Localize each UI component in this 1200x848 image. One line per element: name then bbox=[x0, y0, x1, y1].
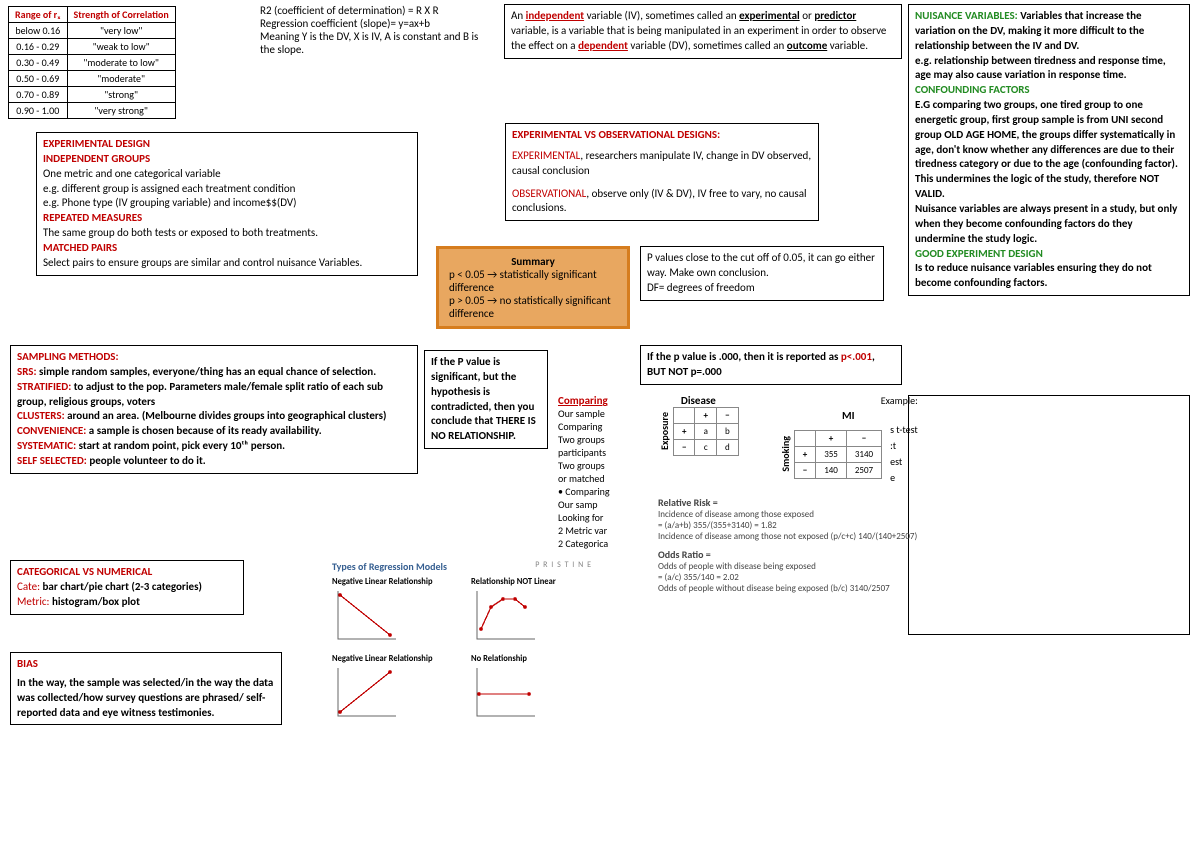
pval-note-box: P values close to the cut off of 0.05, i… bbox=[640, 246, 884, 301]
summary-box: Summary p < 0.05 → statistically signifi… bbox=[436, 246, 630, 329]
reg-models: Types of Regression Models P R I S T I N… bbox=[332, 560, 592, 725]
bias-box: BIAS In the way, the sample was selected… bbox=[10, 652, 282, 725]
compare-region: Comparing Our sampleComparingTwo groupsp… bbox=[558, 394, 998, 594]
sampling-box: SAMPLING METHODS: SRS: simple random sam… bbox=[10, 345, 418, 474]
correlation-table-wrap: Range of rₓ Strength of Correlation belo… bbox=[8, 6, 176, 119]
nuisance-box: NUISANCE VARIABLES: Variables that incre… bbox=[908, 4, 1190, 296]
exp-design-box: EXPERIMENTAL DESIGN INDEPENDENT GROUPS O… bbox=[36, 132, 418, 276]
r2-line2: Regression coefficient (slope)= y=ax+b bbox=[260, 17, 490, 30]
plot-neg bbox=[332, 587, 402, 645]
iv-term: independent bbox=[526, 9, 584, 22]
p-report-box: If the p value is .000, then it is repor… bbox=[640, 345, 902, 385]
exp-vs-obs-box: EXPERIMENTAL VS OBSERVATIONAL DESIGNS: E… bbox=[505, 123, 819, 221]
p-sig-box: If the P value is significant, but the h… bbox=[424, 350, 548, 449]
r2-text: R2 (coefficient of determination) = R X … bbox=[260, 4, 490, 56]
cat-vs-num-box: CATEGORICAL VS NUMERICAL Cate: bar chart… bbox=[10, 560, 244, 615]
corr-header-strength: Strength of Correlation bbox=[67, 7, 175, 23]
iv-box: An independent variable (IV), sometimes … bbox=[504, 4, 902, 59]
plot-curve bbox=[471, 587, 541, 645]
corr-header-range: Range of rₓ bbox=[9, 7, 68, 23]
r2-line3: Meaning Y is the DV, X is IV, A is const… bbox=[260, 30, 490, 56]
correlation-table: Range of rₓ Strength of Correlation belo… bbox=[8, 6, 176, 119]
mi-table: +− +3553140 −1402507 bbox=[794, 430, 882, 479]
disease-table: +− +ab −cd bbox=[673, 407, 739, 456]
r2-line1: R2 (coefficient of determination) = R X … bbox=[260, 4, 490, 17]
plot-flat bbox=[471, 664, 541, 722]
plot-pos bbox=[332, 664, 402, 722]
